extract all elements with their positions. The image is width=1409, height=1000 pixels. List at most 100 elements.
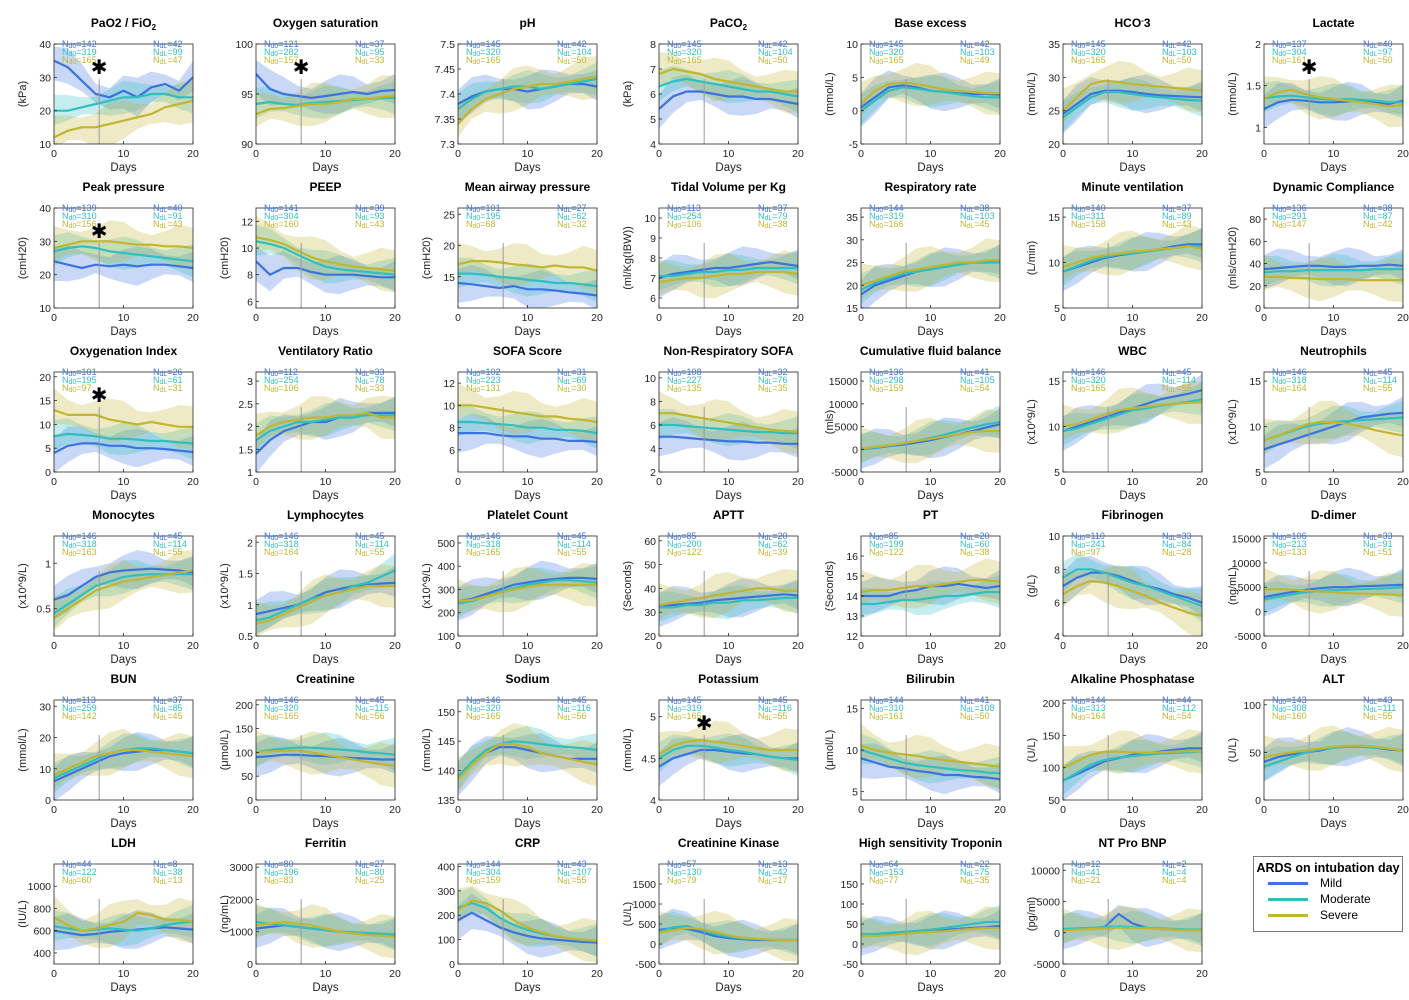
y-tick-label: -500 <box>635 959 656 971</box>
series-line-mild <box>1264 98 1403 110</box>
n-count-dayL-moderate: NdL=69 <box>557 375 587 386</box>
y-tick-label: 0 <box>852 444 858 456</box>
panel-title: PEEP <box>309 180 341 194</box>
y-tick-label: 20 <box>1249 281 1261 293</box>
n-count-day0-moderate: Nd0=319 <box>667 703 702 714</box>
y-tick-label: 7.4 <box>440 89 455 101</box>
series-line-moderate <box>256 746 395 756</box>
n-count-dayL-mild: NdL=2 <box>1162 859 1187 870</box>
n-count-day0-moderate: Nd0=318 <box>62 539 97 550</box>
series-line-severe <box>54 409 193 428</box>
panel-title: Neutrophils <box>1300 344 1367 358</box>
n-count-day0-mild: Nd0=146 <box>466 695 501 706</box>
panel-title: Respiratory rate <box>884 180 976 194</box>
y-tick-label: 140 <box>437 766 455 778</box>
ci-band-mild <box>1063 732 1202 800</box>
x-tick-label: 0 <box>253 640 259 652</box>
series-line-severe <box>1264 588 1403 597</box>
y-tick-label: 20 <box>644 631 656 643</box>
n-count-day0-severe: Nd0=131 <box>466 383 501 394</box>
series-line-severe <box>659 67 798 93</box>
n-count-day0-moderate: Nd0=318 <box>1272 375 1307 386</box>
n-count-dayL-severe: NdL=55 <box>758 711 788 722</box>
x-axis-label: Days <box>110 326 136 338</box>
x-tick-label: 20 <box>187 968 199 980</box>
x-tick-label: 20 <box>994 476 1006 488</box>
series-line-moderate <box>659 596 798 609</box>
y-tick-label: 3 <box>247 376 253 388</box>
y-tick-label: 5 <box>650 712 656 724</box>
x-tick-label: 0 <box>51 148 57 160</box>
n-count-day0-moderate: Nd0=199 <box>869 539 904 550</box>
n-count-day0-mild: Nd0=145 <box>869 39 904 50</box>
series-line-severe <box>1264 275 1403 282</box>
n-count-dayL-severe: NdL=35 <box>960 875 990 886</box>
panel-sodium: 135 140 145 150 0 10 20 Days (mmol/L) Sodium Nd0=1… <box>421 672 603 830</box>
series-line-severe <box>54 240 193 250</box>
n-count-dayL-severe: NdL=55 <box>1162 383 1192 394</box>
x-tick-label: 0 <box>1060 312 1066 324</box>
n-count-day0-moderate: Nd0=254 <box>667 211 702 222</box>
plot-area <box>861 62 1000 127</box>
n-count-day0-moderate: Nd0=320 <box>466 47 501 58</box>
ci-band-moderate <box>54 232 193 278</box>
significance-star: ✱ <box>1301 57 1318 79</box>
x-tick-label: 20 <box>1196 476 1208 488</box>
n-count-dayL-severe: NdL=35 <box>758 383 788 394</box>
y-tick-label: 1000 <box>633 899 657 911</box>
y-tick-label: 20 <box>443 241 455 253</box>
n-count-day0-moderate: Nd0=320 <box>869 47 904 58</box>
y-axis-label: (ml/Kg(IBW)) <box>622 226 634 290</box>
ci-band-severe <box>458 563 597 615</box>
y-tick-label: 40 <box>644 583 656 595</box>
n-count-day0-severe: Nd0=79 <box>667 875 697 886</box>
n-count-day0-mild: Nd0=101 <box>62 367 97 378</box>
y-tick-label: 5 <box>45 443 51 455</box>
x-tick-label: 10 <box>320 640 332 652</box>
x-tick-label: 10 <box>1127 476 1139 488</box>
ci-band-mild <box>1264 727 1403 782</box>
y-axis-label: (U/L) <box>622 902 634 926</box>
y-tick-label: 15 <box>1249 376 1261 388</box>
n-count-dayL-moderate: NdL=62 <box>758 539 788 550</box>
y-tick-label: 150 <box>235 724 253 736</box>
y-tick-label: 8 <box>650 39 656 51</box>
n-count-dayL-moderate: NdL=103 <box>960 211 995 222</box>
series-line-moderate <box>458 420 597 435</box>
n-count-dayL-severe: NdL=30 <box>557 383 587 394</box>
n-count-dayL-mild: NdL=38 <box>1363 203 1393 214</box>
x-tick-label: 10 <box>522 476 534 488</box>
n-count-dayL-moderate: NdL=104 <box>557 47 592 58</box>
x-tick-label: 0 <box>51 312 57 324</box>
panel-title: Cumulative fluid balance <box>860 344 1002 358</box>
x-tick-label: 20 <box>994 640 1006 652</box>
n-count-day0-severe: Nd0=135 <box>667 383 702 394</box>
series-line-mild <box>1264 583 1403 599</box>
n-count-day0-moderate: Nd0=320 <box>667 47 702 58</box>
n-count-day0-moderate: Nd0=195 <box>466 211 501 222</box>
n-count-dayL-severe: NdL=47 <box>153 55 183 66</box>
y-tick-label: 25 <box>846 258 858 270</box>
n-count-dayL-mild: NdL=8 <box>153 859 178 870</box>
n-count-dayL-severe: NdL=45 <box>153 711 183 722</box>
n-count-day0-mild: Nd0=146 <box>62 531 97 542</box>
n-count-dayL-mild: NdL=39 <box>355 203 385 214</box>
n-count-dayL-moderate: NdL=105 <box>960 375 995 386</box>
y-tick-label: 30 <box>39 72 51 84</box>
y-tick-label: 145 <box>437 736 455 748</box>
y-tick-label: 100 <box>235 747 253 759</box>
y-tick-label: 9 <box>650 233 656 245</box>
x-tick-label: 20 <box>792 148 804 160</box>
series-line-severe <box>659 412 798 434</box>
series-line-moderate <box>256 921 395 936</box>
n-count-day0-severe: Nd0=77 <box>869 875 899 886</box>
ci-band-mild <box>256 566 395 634</box>
n-count-dayL-moderate: NdL=95 <box>355 47 385 58</box>
n-count-dayL-moderate: NdL=79 <box>758 211 788 222</box>
ci-band-severe <box>54 550 193 632</box>
panel-alt: 0 50 100 0 10 20 Days (U/L) ALT Nd0=143Nd0=308Nd0… <box>1227 672 1409 830</box>
